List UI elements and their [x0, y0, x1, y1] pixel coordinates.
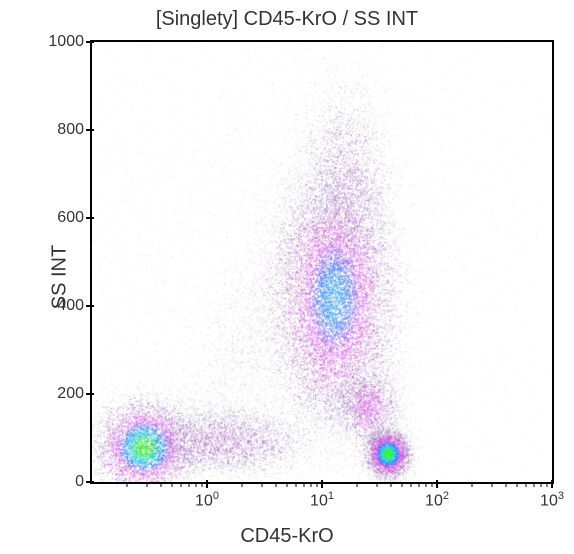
x-minor-tick — [310, 482, 311, 487]
y-tick: 1000 — [48, 33, 92, 51]
x-minor-tick — [189, 482, 190, 487]
x-minor-tick — [316, 482, 317, 487]
y-tick: 0 — [75, 473, 92, 491]
x-minor-tick — [287, 482, 288, 487]
scatter-canvas — [92, 42, 552, 482]
y-axis-label: SS INT — [49, 217, 72, 337]
x-minor-tick — [181, 482, 182, 487]
x-minor-tick — [146, 482, 147, 487]
x-minor-tick — [411, 482, 412, 487]
x-axis-label: CD45-KrO — [0, 525, 574, 548]
x-minor-tick — [491, 482, 492, 487]
x-tick: 101 — [310, 482, 334, 510]
x-minor-tick — [195, 482, 196, 487]
x-tick: 100 — [195, 482, 219, 510]
x-tick: 102 — [425, 482, 449, 510]
x-tick: 103 — [540, 482, 564, 510]
x-minor-tick — [376, 482, 377, 487]
x-minor-tick — [506, 482, 507, 487]
flow-cytometry-plot: [Singlety] CD45-KrO / SS INT SS INT CD45… — [0, 0, 574, 554]
x-minor-tick — [276, 482, 277, 487]
y-tick: 400 — [57, 297, 92, 315]
x-minor-tick — [201, 482, 202, 487]
x-minor-tick — [471, 482, 472, 487]
x-minor-tick — [391, 482, 392, 487]
x-minor-tick — [419, 482, 420, 487]
x-minor-tick — [126, 482, 127, 487]
x-minor-tick — [431, 482, 432, 487]
x-minor-tick — [356, 482, 357, 487]
x-minor-tick — [304, 482, 305, 487]
x-minor-tick — [546, 482, 547, 487]
x-minor-tick — [296, 482, 297, 487]
x-minor-tick — [534, 482, 535, 487]
y-tick: 800 — [57, 121, 92, 139]
x-minor-tick — [161, 482, 162, 487]
x-minor-tick — [425, 482, 426, 487]
x-minor-tick — [172, 482, 173, 487]
y-tick: 600 — [57, 209, 92, 227]
chart-title: [Singlety] CD45-KrO / SS INT — [0, 8, 574, 31]
x-minor-tick — [402, 482, 403, 487]
x-minor-tick — [261, 482, 262, 487]
plot-area: 02004006008001000100101102103 — [90, 40, 554, 484]
x-minor-tick — [526, 482, 527, 487]
x-minor-tick — [540, 482, 541, 487]
x-minor-tick — [241, 482, 242, 487]
x-minor-tick — [517, 482, 518, 487]
y-tick: 200 — [57, 385, 92, 403]
